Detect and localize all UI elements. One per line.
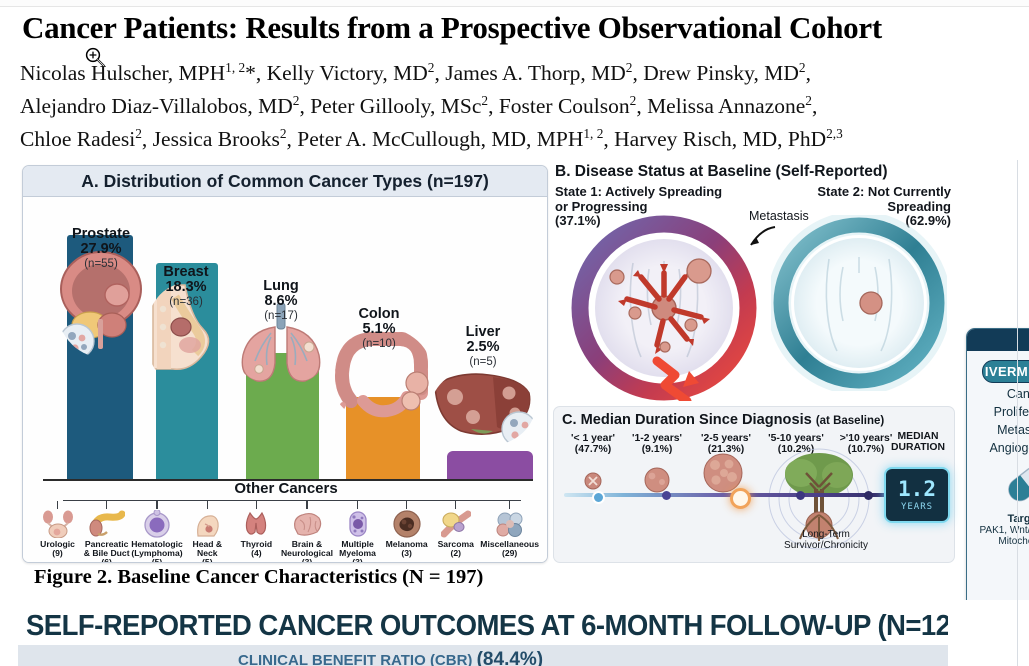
tumor-stage-1-icon (584, 472, 602, 490)
page-right-edge (1017, 160, 1018, 666)
label-prostate: Prostate 27.9% (n=55) (71, 226, 131, 270)
state-2-donut (771, 215, 947, 391)
cbr-label: CLINICAL BENEFIT RATIO (CBR) (238, 652, 473, 666)
label-colon: Colon 5.1% (n=10) (358, 306, 400, 350)
author-line-3: Chloe Radesi2, Jessica Brooks2, Peter A.… (20, 126, 843, 152)
cbr-label-row: CLINICAL BENEFIT RATIO (CBR) (84.4%) (238, 649, 543, 666)
author-list: Nicolas Hulscher, MPH1, 2*, Kelly Victor… (20, 54, 1010, 153)
colon-illustration (335, 332, 429, 422)
author-line-1: Nicolas Hulscher, MPH1, 2*, Kelly Victor… (20, 60, 811, 86)
other-cancer-item: Multiple Myeloma (3) (333, 501, 382, 562)
brain-icon (281, 509, 333, 539)
other-cancer-item: Sarcoma (2) (431, 501, 480, 562)
other-cancer-item: Hematologic (Lymphoma) (5) (131, 501, 183, 562)
mechanism-item: Metastasis (997, 423, 1029, 437)
label-lung: Lung 8.6% (n=17) (263, 278, 299, 322)
figure-caption: Figure 2. Baseline Cancer Characteristic… (34, 566, 484, 588)
ivermectin-pill-label: IVERMECTIN (982, 360, 1029, 383)
tumor-stage-2-icon (644, 467, 670, 493)
capsule-icon (967, 459, 1029, 509)
card-target-sub: PAK1, Wnt/β-catenin, Mitochondria (979, 525, 1029, 548)
browser-top-edge (0, 0, 1029, 7)
sarcoma-icon (431, 509, 480, 539)
median-duration-display: 1.2 YEARS (884, 467, 950, 523)
card-target-title: Targets (1007, 513, 1029, 525)
median-duration-title: MEDIAN DURATION (890, 431, 946, 454)
metastasis-annotation: Metastasis (749, 209, 809, 223)
timeline-dot (796, 490, 805, 500)
panel-c-title: C. Median Duration Since Diagnosis (at B… (562, 412, 885, 428)
ivermectin-mechanism-card: IVERMECTIN Cancer Proliferation Metastas… (966, 328, 1029, 612)
duration-bucket-label: '2-5 years' (21.3%) (700, 433, 751, 456)
other-cancers-bracket (63, 500, 521, 509)
kidney-bladder-icon (33, 509, 82, 539)
myeloma-cell-icon (333, 509, 382, 539)
other-cancer-item: Miscellaneous (29) (480, 501, 539, 562)
timeline-dot-median (730, 487, 751, 509)
duration-bucket-label: '1-2 years' (9.1%) (631, 433, 682, 456)
other-cancer-item: Urologic (9) (33, 501, 82, 562)
prostate-illustration (59, 251, 142, 357)
panel-a-title: A. Distribution of Common Cancer Types (… (23, 166, 547, 197)
other-cancer-item: Thyroid (4) (232, 501, 281, 562)
state-2-label: State 2: Not Currently Spreading (62.9%) (817, 184, 951, 229)
other-cancer-item: Brain & Neurological (3) (281, 501, 333, 562)
panel-a-body: Prostate 27.9% (n=55) Breast 18.3% (n=36… (23, 197, 547, 562)
author-line-2: Alejandro Diaz-Villalobos, MD2, Peter Gi… (20, 93, 818, 119)
section-right-strip (948, 600, 1029, 666)
other-cancer-item: Head & Neck (5) (183, 501, 232, 562)
timeline-dot (864, 490, 873, 500)
bar-chart-area: Prostate 27.9% (n=55) Breast 18.3% (n=36… (33, 199, 539, 481)
liver-illustration (434, 373, 535, 447)
figure-2: A. Distribution of Common Cancer Types (… (18, 163, 1029, 666)
other-cancer-item: Pancreatic & Bile Duct (6) (82, 501, 131, 562)
mechanism-item: Proliferation (993, 405, 1029, 419)
cbr-value: (84.4%) (476, 649, 544, 666)
duration-bucket-label: >'10 years' (10.7%) (839, 433, 893, 456)
duration-timeline (564, 487, 894, 509)
timeline-dot (662, 490, 671, 500)
lung-illustration (241, 303, 321, 382)
tumor-stage-3-icon (703, 453, 743, 493)
panel-c-duration: C. Median Duration Since Diagnosis (at B… (553, 406, 955, 563)
long-term-survivor-label: Long-Term Survivor/Chronicity (784, 529, 868, 552)
breast-illustration (152, 284, 210, 371)
panel-a-distribution: A. Distribution of Common Cancer Types (… (22, 165, 548, 563)
head-neck-icon (183, 509, 232, 539)
duration-bucket-label: '< 1 year' (47.7%) (571, 433, 615, 456)
metastasis-arrow-icon (750, 226, 776, 246)
label-breast: Breast 18.3% (n=36) (163, 264, 209, 308)
bar-liver (447, 451, 533, 479)
chart-baseline (43, 479, 533, 481)
panel-b-disease-status: B. Disease Status at Baseline (Self-Repo… (553, 163, 953, 401)
other-cancers-title: Other Cancers (234, 480, 338, 497)
cell-cluster-icon (480, 509, 539, 539)
panel-b-title: B. Disease Status at Baseline (Self-Repo… (555, 163, 888, 180)
page-title: Cancer Patients: Results from a Prospect… (22, 10, 882, 45)
duration-bucket-label: '5-10 years' (10.2%) (768, 433, 824, 456)
long-term-survivor-tree-icon (768, 448, 870, 550)
lymphocyte-icon (131, 509, 183, 539)
melanoma-icon (382, 509, 431, 539)
card-header-bar (967, 329, 1029, 351)
section-heading: SELF-REPORTED CANCER OUTCOMES AT 6-MONTH… (26, 610, 974, 642)
state-1-donut (571, 215, 757, 401)
state-1-label: State 1: Actively Spreading or Progressi… (555, 184, 723, 229)
thyroid-icon (232, 509, 281, 539)
other-cancer-item: Melanoma (3) (382, 501, 431, 562)
other-cancers-section: Other Cancers Urologic (9) (33, 480, 539, 562)
timeline-dot (592, 490, 605, 504)
mechanism-item: Angiogenesis (989, 441, 1029, 455)
pancreas-icon (82, 509, 131, 539)
label-liver: Liver 2.5% (n=5) (465, 324, 501, 368)
cbr-strip: CLINICAL BENEFIT RATIO (CBR) (84.4%) (18, 645, 948, 666)
mechanism-item: Cancer (967, 387, 1029, 401)
other-cancers-row: Urologic (9) Pancreatic & Bile Duct (6) (33, 501, 539, 562)
